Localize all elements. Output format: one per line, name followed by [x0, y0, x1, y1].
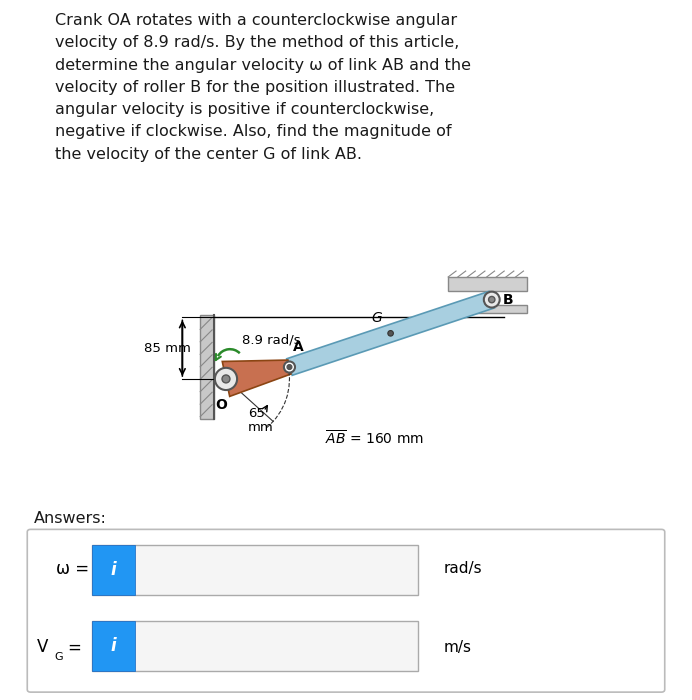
Text: V: V — [37, 638, 48, 657]
Bar — [92, 622, 417, 671]
Circle shape — [215, 368, 237, 390]
Text: G: G — [372, 311, 382, 325]
Text: B: B — [503, 293, 513, 307]
Circle shape — [222, 375, 230, 383]
Text: 65: 65 — [248, 407, 264, 421]
Circle shape — [484, 292, 500, 307]
Circle shape — [284, 361, 295, 372]
Text: i: i — [111, 637, 116, 655]
Text: =: = — [68, 638, 82, 657]
Bar — [200, 316, 214, 419]
Text: 8.9 rad/s: 8.9 rad/s — [242, 333, 300, 346]
Text: 85 mm: 85 mm — [144, 342, 191, 355]
Text: rad/s: rad/s — [444, 561, 482, 576]
Bar — [92, 545, 417, 595]
Text: Answers:: Answers: — [34, 511, 107, 526]
Circle shape — [287, 365, 292, 370]
Text: O: O — [215, 398, 227, 412]
Bar — [92, 545, 134, 595]
Polygon shape — [222, 360, 291, 396]
Text: i: i — [111, 561, 116, 579]
Text: Crank OA rotates with a counterclockwise angular
velocity of 8.9 rad/s. By the m: Crank OA rotates with a counterclockwise… — [55, 13, 471, 162]
Text: $\overline{AB}$ = 160 mm: $\overline{AB}$ = 160 mm — [325, 429, 424, 447]
Circle shape — [489, 296, 495, 303]
Bar — [448, 304, 527, 314]
Text: A: A — [293, 340, 304, 354]
FancyBboxPatch shape — [27, 529, 665, 692]
Circle shape — [388, 330, 393, 336]
Text: m/s: m/s — [444, 640, 471, 655]
Text: mm: mm — [248, 421, 273, 433]
Polygon shape — [286, 291, 495, 375]
Text: ω =: ω = — [56, 560, 89, 577]
Text: G: G — [55, 652, 63, 662]
Bar — [92, 622, 134, 671]
Bar — [448, 277, 527, 291]
